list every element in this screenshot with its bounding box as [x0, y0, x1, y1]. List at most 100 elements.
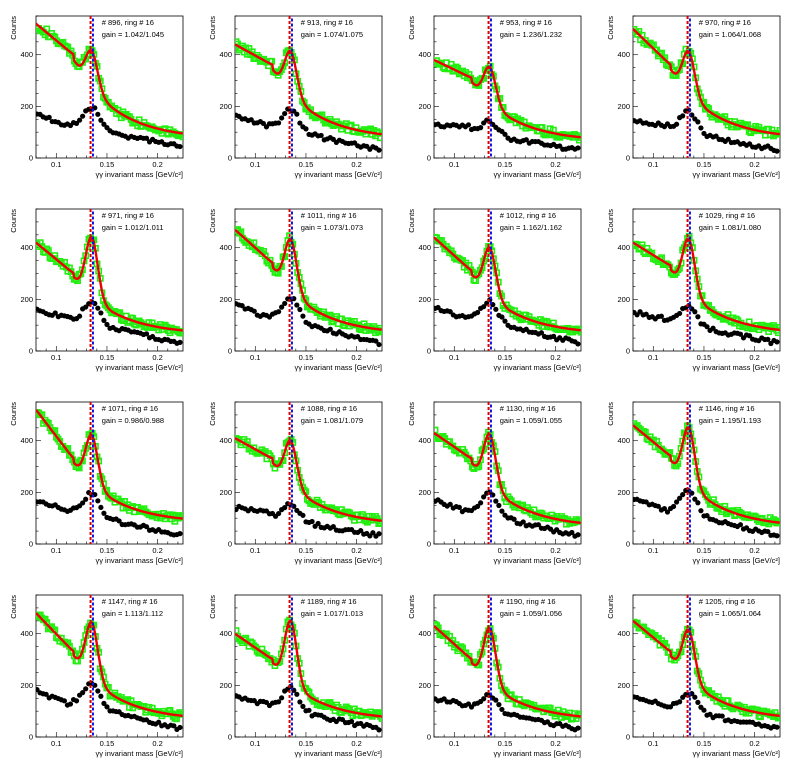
background-marker: [373, 338, 379, 344]
plot-area: [633, 595, 780, 737]
signal-marker: [378, 715, 382, 722]
x-tick-label: 0.1: [250, 546, 260, 555]
background-marker: [575, 532, 581, 538]
panel-label: # 896, ring # 16: [102, 18, 154, 27]
x-tick-label: 0.2: [749, 160, 759, 169]
fit-curve: [36, 408, 183, 520]
background-marker: [370, 530, 376, 536]
y-tick-label: 400: [20, 629, 33, 638]
y-tick-label: 0: [29, 540, 33, 549]
signal-marker: [577, 517, 581, 525]
y-axis-label: Counts: [9, 595, 18, 619]
y-tick-label: 200: [418, 102, 431, 111]
y-tick-label: 0: [626, 540, 630, 549]
y-tick-label: 400: [20, 243, 33, 252]
gain-label: gain = 1.012/1.011: [102, 223, 164, 232]
x-axis-label: γγ invariant mass [GeV/c²]: [692, 556, 780, 565]
gain-label: gain = 1.059/1.055: [500, 416, 562, 425]
y-axis-label: Counts: [407, 209, 416, 233]
plot-area: [36, 402, 183, 544]
background-marker: [557, 143, 563, 149]
background-marker: [275, 699, 282, 705]
background-marker: [43, 691, 49, 697]
x-axis-label: γγ invariant mass [GeV/c²]: [95, 363, 183, 372]
signal-marker: [177, 327, 183, 335]
background-marker: [83, 686, 89, 692]
background-marker: [177, 339, 183, 345]
panel-label: # 970, ring # 16: [699, 18, 751, 27]
background-marker: [707, 711, 713, 717]
x-axis-label: γγ invariant mass [GeV/c²]: [493, 170, 581, 179]
panel-label: # 1189, ring # 16: [301, 597, 357, 606]
x-tick-label: 0.15: [697, 353, 712, 362]
panel-label: # 953, ring # 16: [500, 18, 552, 27]
x-tick-label: 0.1: [648, 546, 658, 555]
background-marker: [664, 509, 671, 515]
chart-panel: 0.1 0.15 0.2 0 200 400 γγ invariant mass [GeV/…: [398, 193, 597, 386]
background-marker: [695, 699, 701, 705]
background-marker: [523, 137, 529, 143]
y-axis-label: Counts: [606, 595, 615, 619]
x-axis-label: γγ invariant mass [GeV/c²]: [95, 170, 183, 179]
y-tick-label: 200: [418, 681, 431, 690]
fit-curve: [633, 237, 780, 332]
background-marker: [294, 691, 300, 697]
panel-svg: 0.1 0.15 0.2 0 200 400 γγ invariant mass [GeV/…: [208, 594, 383, 758]
background-marker: [575, 145, 581, 151]
signal-marker: [378, 327, 382, 335]
signal-marker: [776, 127, 780, 134]
panel-svg: 0.1 0.15 0.2 0 200 400 γγ invariant mass [GeV/…: [208, 208, 383, 372]
x-axis-label: γγ invariant mass [GeV/c²]: [294, 170, 382, 179]
plot-area: [633, 16, 780, 158]
background-marker: [481, 494, 487, 500]
background-marker: [695, 500, 701, 506]
y-tick-label: 400: [219, 50, 232, 59]
plot-frame: [632, 15, 781, 159]
background-marker: [83, 304, 89, 310]
background-marker: [774, 533, 780, 539]
x-tick-label: 0.2: [749, 353, 759, 362]
x-axis-label: γγ invariant mass [GeV/c²]: [294, 556, 382, 565]
y-tick-label: 0: [626, 733, 630, 742]
x-tick-label: 0.2: [749, 739, 759, 748]
background-marker: [294, 302, 300, 308]
background-marker: [98, 310, 104, 316]
background-marker: [677, 310, 683, 317]
background-marker: [673, 499, 680, 505]
y-tick-label: 400: [219, 629, 232, 638]
background-marker: [98, 693, 104, 699]
background-marker: [300, 313, 306, 319]
background-marker: [282, 300, 288, 307]
x-tick-label: 0.1: [250, 739, 260, 748]
background-marker: [569, 529, 575, 536]
plot-frame: [234, 15, 383, 159]
y-tick-label: 0: [228, 733, 232, 742]
background-marker: [156, 719, 162, 725]
fit-curve: [434, 625, 581, 718]
x-axis-label: γγ invariant mass [GeV/c²]: [692, 170, 780, 179]
chart-panel: 0.1 0.15 0.2 0 200 400 γγ invariant mass [GeV/…: [597, 386, 796, 579]
y-tick-label: 200: [617, 102, 630, 111]
background-marker: [478, 125, 484, 131]
background-marker: [499, 508, 505, 514]
panel-svg: 0.1 0.15 0.2 0 200 400 γγ invariant mass [GeV/…: [606, 15, 781, 179]
plot-frame: [632, 208, 781, 352]
y-tick-label: 400: [219, 243, 232, 252]
background-marker: [765, 528, 771, 535]
y-tick-label: 0: [626, 154, 630, 163]
x-tick-label: 0.15: [299, 739, 314, 748]
background-marker: [101, 121, 107, 127]
background-marker: [279, 304, 285, 310]
y-axis-label: Counts: [208, 402, 217, 426]
background-marker: [52, 310, 58, 316]
chart-panel: 0.1 0.15 0.2 0 200 400 γγ invariant mass [GeV/…: [0, 0, 199, 193]
x-tick-label: 0.1: [250, 353, 260, 362]
plot-area: [235, 16, 382, 158]
x-tick-label: 0.2: [351, 353, 361, 362]
background-marker: [80, 113, 86, 119]
signal-marker: [179, 133, 183, 141]
x-tick-label: 0.15: [100, 353, 115, 362]
background-marker: [101, 510, 107, 516]
background-marker: [294, 111, 300, 117]
